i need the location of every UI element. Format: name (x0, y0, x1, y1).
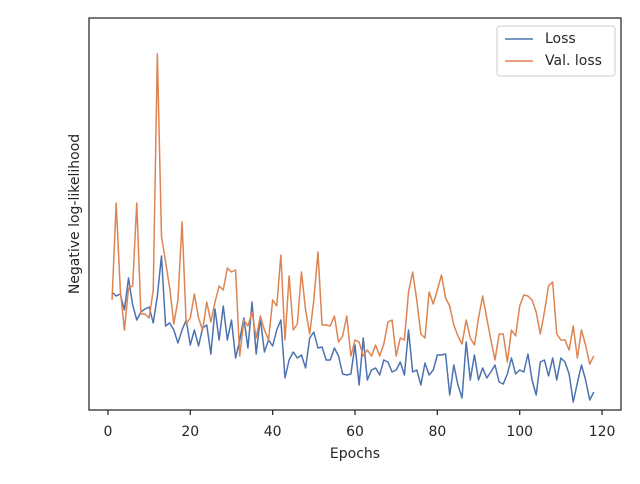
x-tick-label: 120 (589, 424, 616, 440)
x-axis-label: Epochs (330, 446, 380, 462)
legend-label: Loss (545, 31, 576, 47)
x-tick-label: 0 (103, 424, 112, 440)
x-tick-label: 20 (181, 424, 199, 440)
y-axis-label: Negative log-likelihood (67, 134, 83, 294)
line-series (111, 53, 595, 365)
legend-label: Val. loss (545, 53, 602, 69)
line-series (111, 255, 595, 403)
x-tick-label: 40 (264, 424, 282, 440)
x-tick-label: 100 (506, 424, 533, 440)
x-tick-label: 80 (428, 424, 446, 440)
x-tick-label: 60 (346, 424, 364, 440)
